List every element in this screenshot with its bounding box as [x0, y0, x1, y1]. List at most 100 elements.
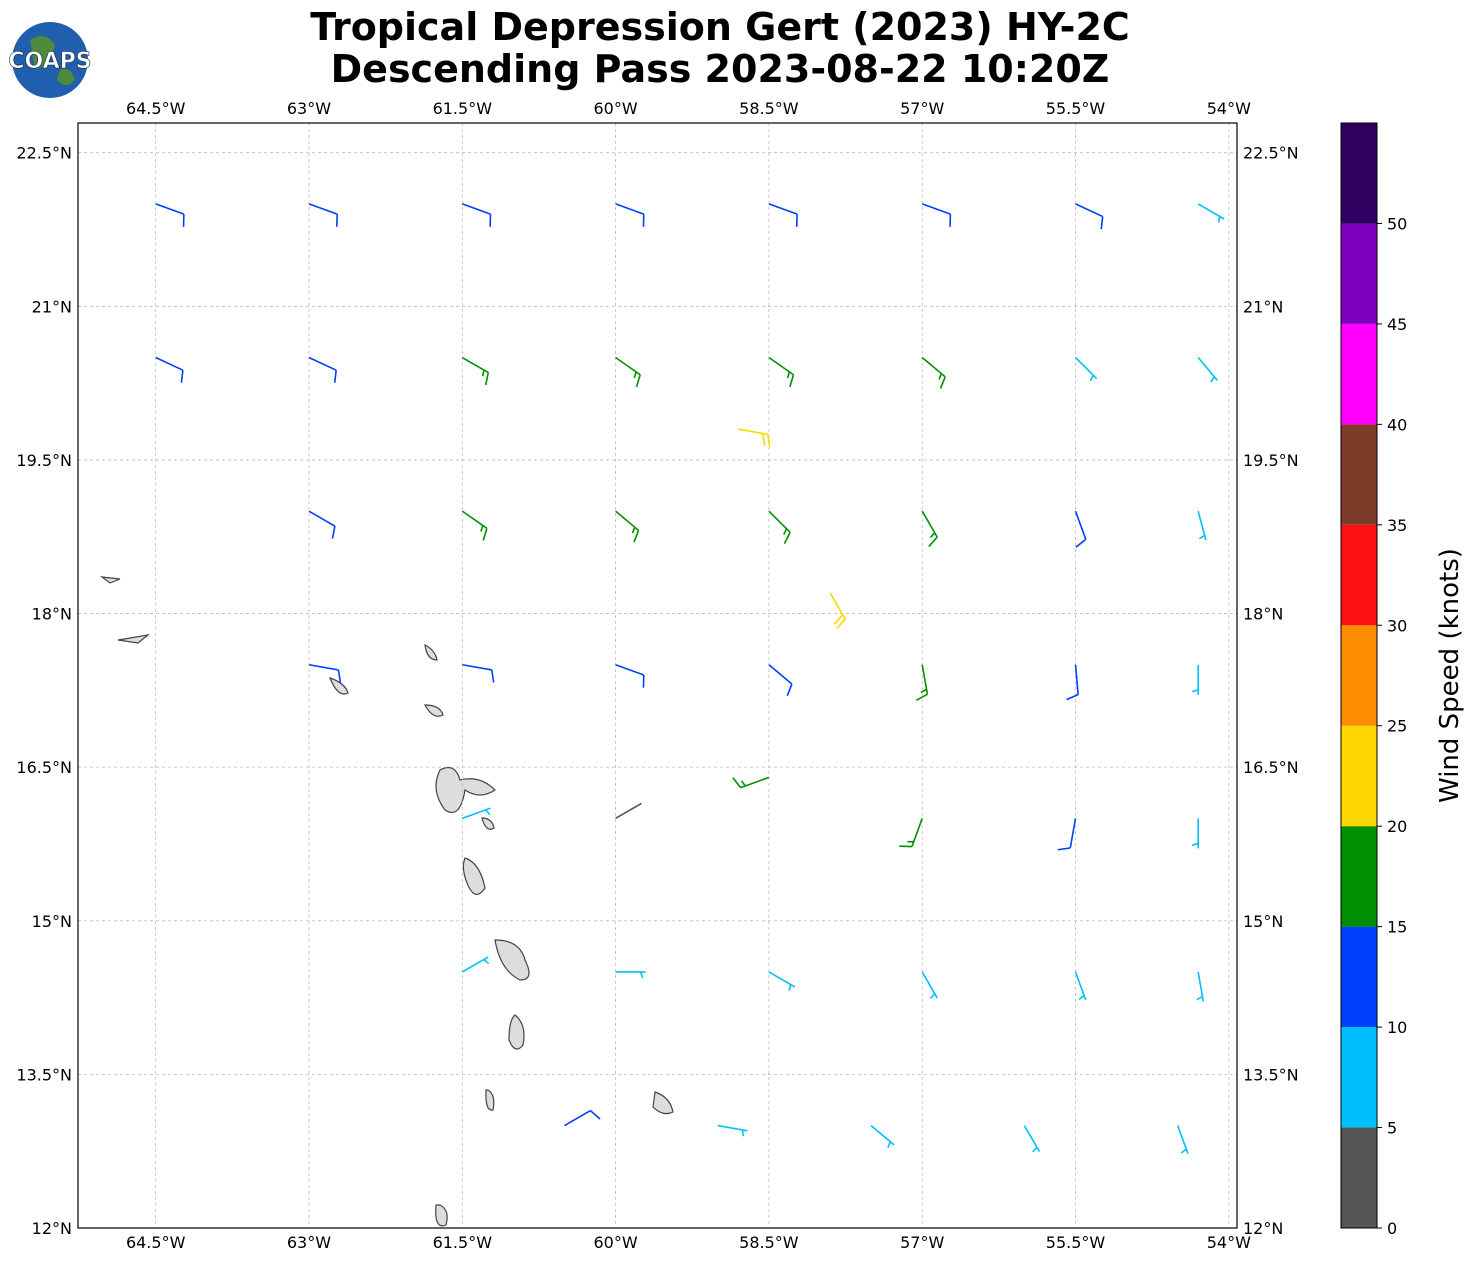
- lon-tick-label: 54°W: [1207, 99, 1251, 118]
- wind-barb: [1075, 203, 1104, 230]
- wind-barb: [899, 818, 923, 848]
- island: [99, 576, 495, 830]
- barb-shape: [615, 203, 645, 227]
- barb-shape: [732, 776, 770, 789]
- wind-barb: [461, 956, 490, 973]
- wind-barb: [717, 1124, 748, 1137]
- barb-shape: [1197, 357, 1219, 383]
- colorbar-segment: [1341, 1027, 1377, 1128]
- barb-shape: [921, 203, 952, 227]
- barb-shape: [461, 356, 490, 386]
- colorbar-tick-label: 50: [1387, 214, 1407, 233]
- colorbar-tick-label: 35: [1387, 516, 1407, 535]
- island: [652, 1091, 674, 1115]
- island: [485, 1089, 495, 1111]
- barb-shape: [921, 510, 938, 548]
- barb-shape: [308, 203, 338, 227]
- colorbar-tick-label: 15: [1387, 918, 1407, 937]
- barb-shape: [1197, 203, 1225, 223]
- barb-shape: [615, 971, 646, 979]
- barb-shape: [462, 807, 491, 820]
- wind-barb: [1057, 818, 1077, 851]
- island: [508, 1014, 525, 1050]
- colorbar-segment: [1341, 826, 1377, 927]
- lon-tick-label: 64.5°W: [126, 1233, 186, 1252]
- wind-barb: [738, 428, 771, 448]
- wind-barb: [921, 356, 946, 389]
- barb-shape: [899, 818, 923, 848]
- wind-barb: [921, 203, 952, 227]
- lon-tick-label: 55.5°W: [1046, 99, 1106, 118]
- wind-barb: [308, 510, 336, 539]
- barb-shape: [921, 356, 946, 389]
- colorbar-segment: [1341, 725, 1377, 827]
- wind-barb: [615, 203, 645, 227]
- logo: COAPS: [8, 22, 92, 98]
- wind-barb: [155, 203, 185, 227]
- wind-barb: [732, 776, 770, 789]
- lon-tick-label: 64.5°W: [126, 99, 186, 118]
- lat-tick-label: 18°N: [32, 605, 72, 624]
- barb-shape: [1074, 356, 1098, 382]
- lon-tick-label: 57°W: [900, 99, 944, 118]
- barb-shape: [717, 1124, 748, 1137]
- colorbar-tick-label: 10: [1387, 1018, 1407, 1037]
- wind-barb: [155, 356, 184, 383]
- colorbar-tick-label: 45: [1387, 315, 1407, 334]
- lat-tick-label: 21°N: [32, 297, 72, 316]
- barb-shape: [461, 956, 490, 973]
- barb-shape: [1191, 818, 1199, 849]
- wind-barb: [1023, 1125, 1041, 1153]
- lat-tick-label: 13.5°N: [16, 1065, 72, 1084]
- lon-tick-label: 58.5°W: [739, 99, 799, 118]
- lat-tick-label: 21°N: [1243, 297, 1283, 316]
- wind-barb: [1197, 510, 1207, 541]
- barb-shape: [829, 592, 846, 630]
- wind-barb: [1191, 818, 1199, 849]
- wind-barb: [768, 510, 791, 545]
- lon-tick-label: 58.5°W: [739, 1233, 799, 1252]
- colorbar-segment: [1341, 524, 1377, 626]
- islands: [99, 576, 674, 1227]
- barb-shape: [462, 203, 492, 227]
- wind-barb: [462, 663, 495, 683]
- wind-barb: [768, 971, 796, 991]
- wind-barb: [768, 356, 795, 388]
- lon-tick-label: 55.5°W: [1046, 1233, 1106, 1252]
- colorbar-segment: [1341, 223, 1377, 324]
- barb-shape: [870, 1124, 895, 1148]
- wind-barb: [308, 203, 338, 227]
- wind-barb: [462, 203, 492, 227]
- wind-barb: [308, 663, 342, 683]
- wind-barb: [1191, 664, 1199, 695]
- barb-shape: [768, 356, 795, 388]
- barb-shape: [615, 356, 641, 388]
- lat-tick-label: 16.5°N: [16, 758, 72, 777]
- map-frame: [77, 122, 1238, 1229]
- barb-shape: [1075, 203, 1104, 230]
- barb-shape: [1057, 818, 1077, 851]
- wind-barb: [921, 971, 938, 999]
- wind-barb: [1176, 1125, 1189, 1155]
- colorbar-segment: [1341, 926, 1377, 1028]
- lat-tick-label: 15°N: [32, 912, 72, 931]
- wind-barb: [921, 510, 938, 548]
- colorbar-tick-label: 30: [1387, 616, 1407, 635]
- barb-shape: [615, 510, 640, 543]
- island: [494, 939, 530, 981]
- lon-tick-label: 57°W: [900, 1233, 944, 1252]
- colorbar-tick-label: 25: [1387, 717, 1407, 736]
- wind-barb: [1197, 357, 1219, 383]
- colorbar-segment: [1341, 625, 1377, 726]
- wind-barb: [1066, 664, 1079, 701]
- barb-shape: [768, 971, 796, 991]
- lat-tick-label: 12°N: [1243, 1219, 1283, 1238]
- wind-barb: [1074, 356, 1098, 382]
- wind-barb: [768, 203, 798, 227]
- lat-tick-label: 12°N: [32, 1219, 72, 1238]
- colorbar-frame: [1340, 122, 1378, 1229]
- colorbar-tick-label: 20: [1387, 817, 1407, 836]
- colorbar-tick-label: 0: [1387, 1219, 1397, 1238]
- wind-barb: [462, 807, 491, 820]
- lat-tick-label: 16.5°N: [1243, 758, 1299, 777]
